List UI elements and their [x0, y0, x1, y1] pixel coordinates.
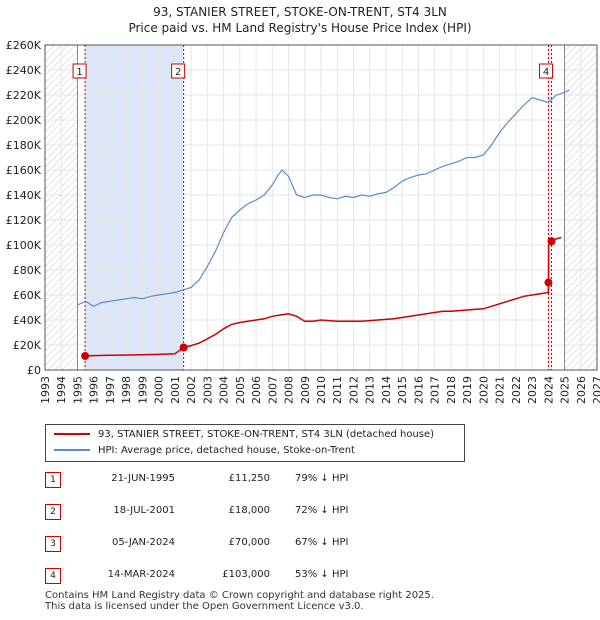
- sale-date: 05-JAN-2024: [111, 537, 175, 548]
- marker-label-4: 4: [543, 67, 549, 78]
- sale-row-2: 2 18-JUL-2001 £18,000 72% ↓ HPI: [45, 502, 445, 522]
- y-tick-label: £140K: [6, 189, 42, 202]
- x-tick-label: 2003: [201, 376, 214, 404]
- x-tick-label: 2000: [153, 376, 166, 404]
- shaded-region-2: [548, 45, 552, 370]
- property-series-line: [85, 236, 562, 357]
- x-tick-label: 2007: [266, 376, 279, 404]
- x-tick-label: 2026: [575, 376, 588, 404]
- x-tick-label: 2004: [218, 376, 231, 404]
- x-tick-label: 2016: [412, 376, 425, 404]
- sale-price: £70,000: [228, 537, 270, 548]
- footer: Contains HM Land Registry data © Crown c…: [45, 590, 434, 612]
- x-tick-label: 2002: [185, 376, 198, 404]
- legend: 93, STANIER STREET, STOKE-ON-TRENT, ST4 …: [45, 424, 465, 462]
- sale-price: £11,250: [228, 473, 270, 484]
- y-tick-label: £80K: [13, 264, 42, 277]
- sale-badge: 4: [45, 568, 61, 584]
- x-tick-label: 1996: [88, 376, 101, 404]
- legend-hpi-swatch: [54, 449, 90, 451]
- sale-badge: 2: [45, 504, 61, 520]
- sale-point-4: [547, 237, 556, 246]
- y-tick-label: £180K: [6, 139, 42, 152]
- y-tick-label: £220K: [6, 89, 42, 102]
- legend-property-label: 93, STANIER STREET, STOKE-ON-TRENT, ST4 …: [98, 429, 435, 440]
- sale-hpi: 72% ↓ HPI: [295, 505, 349, 516]
- sale-point-3: [544, 278, 553, 287]
- marker-label-2: 2: [175, 67, 181, 78]
- x-tick-label: 2027: [591, 376, 600, 404]
- y-tick-label: £120K: [6, 214, 42, 227]
- y-tick-label: £60K: [13, 289, 42, 302]
- sale-price: £103,000: [222, 569, 270, 580]
- y-tick-label: £260K: [6, 39, 42, 52]
- sale-hpi: 53% ↓ HPI: [295, 569, 349, 580]
- footer-line-1: Contains HM Land Registry data © Crown c…: [45, 590, 434, 601]
- x-tick-label: 2017: [429, 376, 442, 404]
- plot-frame: [44, 44, 598, 371]
- x-tick-label: 2024: [542, 376, 555, 404]
- chart-title: 93, STANIER STREET, STOKE-ON-TRENT, ST4 …: [0, 4, 600, 36]
- x-tick-label: 2020: [477, 376, 490, 404]
- x-tick-label: 1994: [55, 376, 68, 404]
- x-tick-label: 2001: [169, 376, 182, 404]
- legend-property: 93, STANIER STREET, STOKE-ON-TRENT, ST4 …: [54, 428, 434, 442]
- x-tick-label: 2021: [494, 376, 507, 404]
- y-tick-label: £0: [27, 364, 41, 377]
- x-tick-label: 1993: [39, 376, 52, 404]
- legend-hpi-label: HPI: Average price, detached house, Stok…: [98, 445, 355, 456]
- x-tick-label: 2023: [526, 376, 539, 404]
- legend-property-swatch: [54, 433, 90, 435]
- y-tick-label: £200K: [6, 114, 42, 127]
- sale-hpi: 79% ↓ HPI: [295, 473, 349, 484]
- y-tick-label: £160K: [6, 164, 42, 177]
- sale-date: 18-JUL-2001: [113, 505, 175, 516]
- x-tick-label: 1997: [104, 376, 117, 404]
- marker-box-1: [72, 63, 87, 79]
- x-tick-label: 2019: [461, 376, 474, 404]
- price-chart: £0 £20K £40K £60K £80K £100K £120K £140K £160K £1…: [6, 39, 600, 404]
- sale-date: 14-MAR-2024: [107, 569, 175, 580]
- hpi-series-line: [77, 89, 570, 307]
- sale-price: £18,000: [228, 505, 270, 516]
- footer-line-2: This data is licensed under the Open Gov…: [45, 601, 364, 612]
- sale-row-3: 3 05-JAN-2024 £70,000 67% ↓ HPI: [45, 534, 445, 554]
- sale-row-4: 4 14-MAR-2024 £103,000 53% ↓ HPI: [45, 566, 445, 586]
- x-tick-label: 1995: [71, 376, 84, 404]
- marker-box-4: [539, 63, 554, 79]
- x-tick-label: 2018: [445, 376, 458, 404]
- y-tick-label: £240K: [6, 64, 42, 77]
- x-tick-label: 2009: [299, 376, 312, 404]
- x-tick-label: 2006: [250, 376, 263, 404]
- x-tick-label: 2012: [347, 376, 360, 404]
- marker-label-1: 1: [76, 67, 82, 78]
- legend-hpi: HPI: Average price, detached house, Stok…: [54, 444, 355, 458]
- y-tick-label: £20K: [13, 339, 42, 352]
- sale-badge: 3: [45, 536, 61, 552]
- x-tick-label: 2014: [380, 376, 393, 404]
- shaded-region-1: [85, 45, 184, 370]
- sale-point-2: [179, 343, 188, 352]
- sale-hpi: 67% ↓ HPI: [295, 537, 349, 548]
- sale-date: 21-JUN-1995: [111, 473, 175, 484]
- x-tick-label: 2010: [315, 376, 328, 404]
- x-tick-label: 1998: [120, 376, 133, 404]
- y-tick-label: £40K: [13, 314, 42, 327]
- y-tick-label: £100K: [6, 239, 42, 252]
- x-tick-label: 2005: [234, 376, 247, 404]
- x-tick-label: 1999: [136, 376, 149, 404]
- title-line-2: Price paid vs. HM Land Registry's House …: [128, 21, 472, 35]
- sale-point-1: [81, 351, 90, 360]
- title-line-1: 93, STANIER STREET, STOKE-ON-TRENT, ST4 …: [153, 5, 447, 19]
- x-tick-label: 2008: [283, 376, 296, 404]
- x-tick-label: 2015: [396, 376, 409, 404]
- sale-badge: 1: [45, 472, 61, 488]
- x-tick-label: 2013: [364, 376, 377, 404]
- marker-box-2: [171, 63, 186, 79]
- x-tick-label: 2011: [331, 376, 344, 404]
- x-tick-label: 2022: [510, 376, 523, 404]
- x-tick-label: 2025: [559, 376, 572, 404]
- sale-row-1: 1 21-JUN-1995 £11,250 79% ↓ HPI: [45, 470, 445, 490]
